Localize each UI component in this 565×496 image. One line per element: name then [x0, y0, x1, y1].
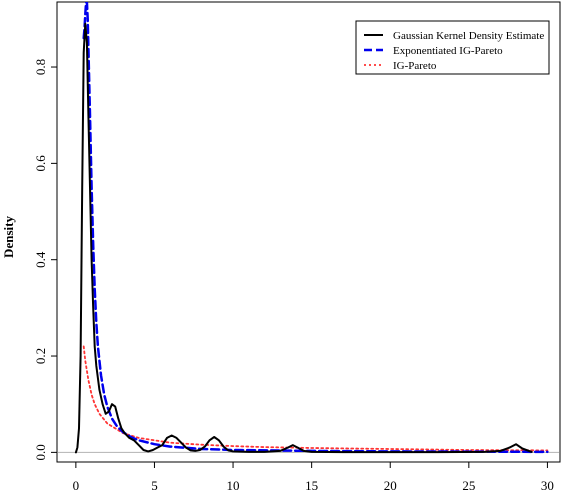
y-tick-label: 0.0 — [33, 444, 48, 460]
x-tick-label: 20 — [384, 478, 397, 493]
legend: Gaussian Kernel Density Estimate Exponent… — [355, 20, 550, 75]
series-line-2 — [82, 345, 549, 452]
y-tick-label: 0.2 — [33, 348, 48, 364]
x-tick-label: 30 — [541, 478, 554, 493]
y-tick-label: 0.4 — [33, 251, 48, 268]
legend-label: Exponentiated IG-Pareto — [393, 45, 503, 57]
series-line-1 — [82, 2, 549, 454]
legend-label: IG-Pareto — [393, 60, 437, 72]
y-axis: 0.0 0.2 0.4 0.6 0.8 — [33, 59, 57, 460]
plot-area-frame — [56, 1, 561, 463]
series-layer — [74, 2, 549, 454]
y-tick-label: 0.8 — [33, 59, 48, 75]
series-line-0 — [74, 22, 533, 454]
x-axis: 0 5 10 15 20 25 30 — [73, 462, 554, 493]
x-tick-label: 0 — [73, 478, 80, 493]
legend-box — [355, 20, 550, 75]
x-tick-label: 5 — [151, 478, 158, 493]
x-tick-label: 25 — [462, 478, 475, 493]
x-tick-label: 10 — [227, 478, 240, 493]
x-tick-label: 15 — [305, 478, 318, 493]
y-axis-title: Density — [1, 216, 16, 258]
y-tick-label: 0.6 — [33, 155, 48, 172]
legend-label: Gaussian Kernel Density Estimate — [393, 30, 544, 42]
